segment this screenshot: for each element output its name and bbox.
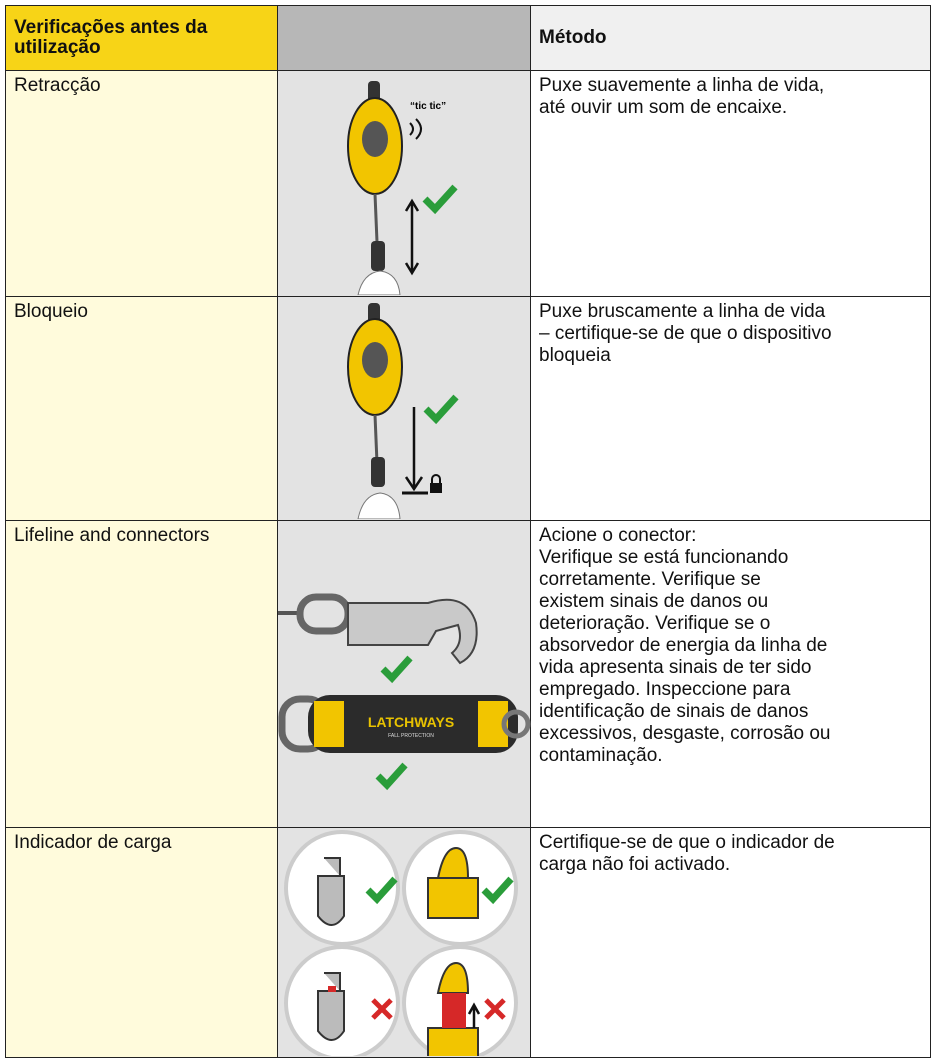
locking-illustration bbox=[347, 303, 459, 519]
method-line: existem sinais de danos ou bbox=[539, 591, 769, 612]
method-line: corretamente. Verifique se bbox=[539, 569, 761, 590]
method-line: carga não foi activado. bbox=[539, 854, 731, 875]
row: Indicador de carga Certifique-se de que … bbox=[5, 827, 931, 1058]
row: Bloqueio Puxe bruscamente a linha de vid… bbox=[5, 296, 931, 521]
method-line: Puxe suavemente a linha de vida, bbox=[539, 75, 825, 96]
checks-table: Verificações antes da utilização Método … bbox=[5, 5, 931, 1058]
method: Certifique-se de que o indicador de carga… bbox=[530, 827, 931, 1058]
method-line: excessivos, desgaste, corrosão ou bbox=[539, 723, 831, 744]
method: Puxe bruscamente a linha de vida – certif… bbox=[530, 296, 931, 521]
brand-sub-label: FALL PROTECTION bbox=[388, 733, 434, 739]
method-line: empregado. Inspeccione para bbox=[539, 679, 791, 700]
method-line: bloqueia bbox=[539, 345, 611, 366]
sound-label: “tic tic” bbox=[410, 101, 446, 112]
method: Puxe suavemente a linha de vida, até ouvi… bbox=[530, 70, 931, 297]
illustration bbox=[277, 296, 531, 521]
illustration bbox=[277, 827, 531, 1058]
method-line: Certifique-se de que o indicador de bbox=[539, 832, 835, 853]
header-image bbox=[277, 5, 531, 71]
illustration: “tic tic” bbox=[277, 70, 531, 297]
header-check: Verificações antes da utilização bbox=[5, 5, 278, 71]
method-line: – certifique-se de que o dispositivo bbox=[539, 323, 832, 344]
check-name: Bloqueio bbox=[5, 296, 278, 521]
method-line: até ouvir um som de encaixe. bbox=[539, 97, 788, 118]
header-method: Método bbox=[530, 5, 931, 71]
check-name: Indicador de carga bbox=[5, 827, 278, 1058]
method-line: absorvedor de energia da linha de bbox=[539, 635, 828, 656]
load-indicator-illustration bbox=[284, 830, 518, 1056]
method-line: Acione o conector: bbox=[539, 525, 697, 546]
brand-label: LATCHWAYS bbox=[368, 714, 454, 730]
method-line: deterioração. Verifique se o bbox=[539, 613, 771, 634]
retraction-illustration: “tic tic” bbox=[347, 81, 458, 295]
check-name: Lifeline and connectors bbox=[5, 520, 278, 828]
row: Retracção “tic tic” Puxe suavemente a li… bbox=[5, 70, 931, 297]
method-line: Verifique se está funcionando bbox=[539, 547, 789, 568]
method-line: Puxe bruscamente a linha de vida bbox=[539, 301, 826, 322]
header-row: Verificações antes da utilização Método bbox=[5, 5, 931, 71]
connectors-illustration: LATCHWAYS FALL PROTECTION bbox=[278, 593, 531, 791]
method-line: vida apresenta sinais de ter sido bbox=[539, 657, 812, 678]
illustration: LATCHWAYS FALL PROTECTION bbox=[277, 520, 531, 828]
row: Lifeline and connectors LATCHWAYS FALL P… bbox=[5, 520, 931, 828]
method-line: contaminação. bbox=[539, 745, 663, 766]
method-line: identificação de sinais de danos bbox=[539, 701, 809, 722]
method: Acione o conector: Verifique se está func… bbox=[530, 520, 931, 828]
check-name: Retracção bbox=[5, 70, 278, 297]
